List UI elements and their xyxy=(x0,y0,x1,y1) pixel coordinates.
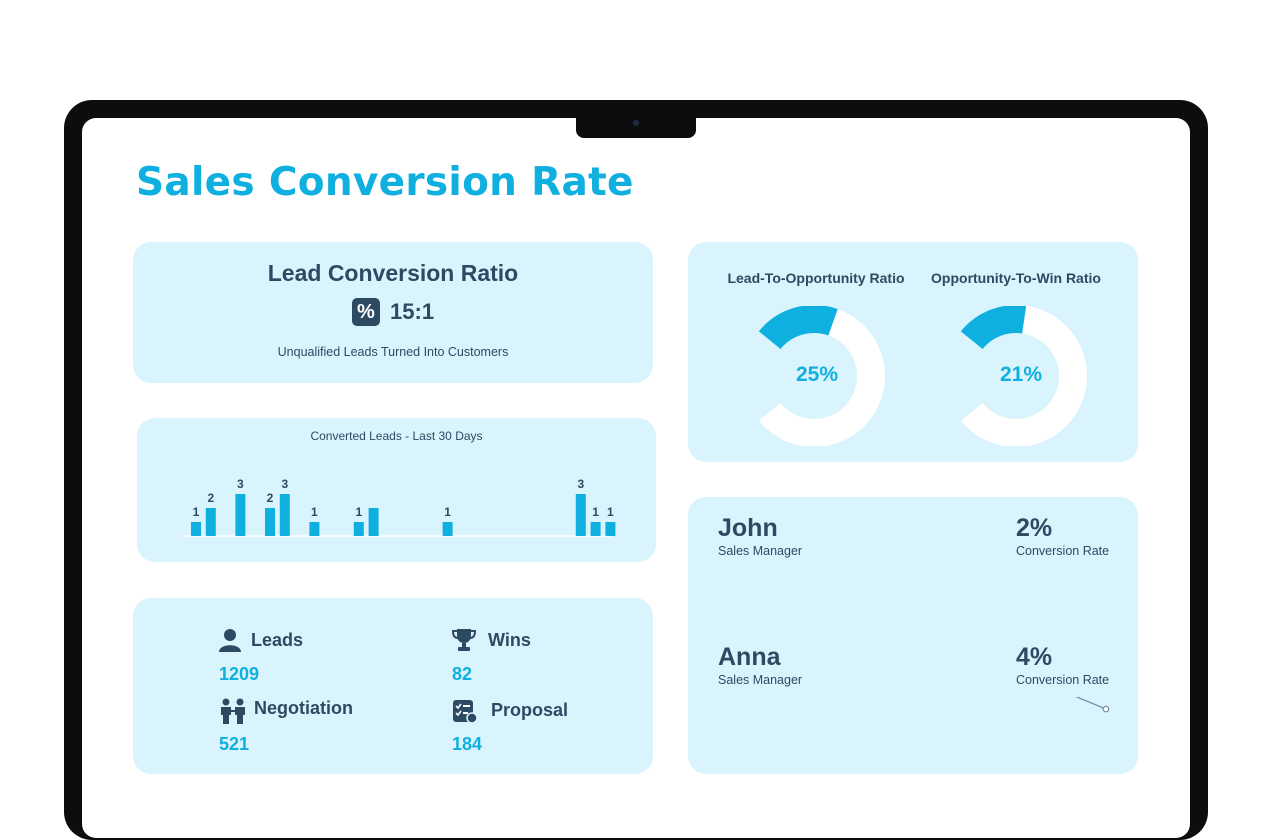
managers-card: John Sales Manager 2% Conversion Rate An… xyxy=(688,497,1138,774)
people-icon xyxy=(221,698,245,724)
lead-conversion-value-row: % 15:1 xyxy=(133,298,653,327)
stat-wins-value: 82 xyxy=(452,664,473,684)
trend-point xyxy=(1102,705,1110,713)
stat-negotiation-label: Negotiation xyxy=(254,698,353,718)
donut-track xyxy=(758,309,885,446)
bar xyxy=(205,508,216,536)
bar-data-label: 1 xyxy=(355,505,362,519)
donut-fill xyxy=(960,306,1027,350)
manager-trend-chart-john xyxy=(708,575,1118,635)
lead-to-opportunity-donut xyxy=(758,306,885,446)
bar-data-label: 1 xyxy=(607,505,614,519)
bar xyxy=(442,522,453,536)
bar xyxy=(368,508,379,536)
opportunity-to-win-donut xyxy=(960,306,1087,446)
ratios-card: Lead-To-Opportunity Ratio Opportunity-To… xyxy=(688,242,1138,462)
manager-conversion-rate-label: Conversion Rate xyxy=(1016,673,1110,687)
manager-role: Sales Manager xyxy=(718,544,803,558)
camera-notch xyxy=(576,116,696,138)
bar-data-label: 1 xyxy=(311,505,318,519)
manager-role: Sales Manager xyxy=(718,673,803,687)
page-title: Sales Conversion Rate xyxy=(136,160,634,205)
bar-data-label: 1 xyxy=(444,505,451,519)
stat-leads-label: Leads xyxy=(251,630,304,650)
person-icon xyxy=(219,629,241,652)
lead-to-opportunity-label: Lead-To-Opportunity Ratio xyxy=(727,270,905,286)
stat-leads-value: 1209 xyxy=(219,664,260,684)
lead-conversion-value: 15:1 xyxy=(390,299,435,325)
bar xyxy=(191,522,201,536)
manager-conversion-rate-label: Conversion Rate xyxy=(1016,544,1110,558)
manager-name: John xyxy=(718,514,778,542)
opportunity-to-win-value: 21% xyxy=(999,363,1043,386)
lead-conversion-title: Lead Conversion Ratio xyxy=(267,260,519,286)
bar xyxy=(279,494,290,536)
manager-conversion-rate: 4% xyxy=(1016,643,1053,671)
converted-leads-title: Converted Leads - Last 30 Days xyxy=(310,429,483,443)
bar xyxy=(353,522,364,536)
bar xyxy=(265,508,275,536)
opportunity-to-win-label: Opportunity-To-Win Ratio xyxy=(931,270,1101,286)
bar xyxy=(605,522,616,536)
bar-data-label: 3 xyxy=(237,477,244,491)
bar xyxy=(590,522,601,536)
bar xyxy=(575,494,586,536)
bar-data-label: 1 xyxy=(193,505,200,519)
trend-line xyxy=(1075,697,1107,710)
bar xyxy=(235,494,246,536)
lead-to-opportunity-value: 25% xyxy=(795,363,839,386)
bar-data-label: 1 xyxy=(592,505,599,519)
stat-negotiation-value: 521 xyxy=(219,734,250,754)
bar-data-label: 3 xyxy=(577,477,584,491)
stat-proposal-value: 184 xyxy=(452,734,483,754)
lead-conversion-subtitle: Unqualified Leads Turned Into Customers xyxy=(277,345,509,359)
percent-icon: % xyxy=(351,298,380,327)
manager-trend-chart-anna xyxy=(1075,697,1110,713)
pipeline-stats-card: Leads 1209 Wins 82 Negotiation 521 xyxy=(133,598,653,774)
stat-wins-label: Wins xyxy=(488,630,531,650)
donut-track xyxy=(960,306,1087,446)
camera-icon xyxy=(633,120,639,126)
bar-data-label: 3 xyxy=(281,477,288,491)
manager-conversion-rate: 2% xyxy=(1016,514,1053,542)
manager-name: Anna xyxy=(718,643,781,671)
lead-conversion-card: Lead Conversion Ratio % 15:1 Unqualified… xyxy=(133,242,653,383)
bar-data-label: 2 xyxy=(267,491,274,505)
stat-proposal-label: Proposal xyxy=(491,700,569,720)
bar-data-label: 2 xyxy=(207,491,214,505)
checklist-icon xyxy=(453,700,478,724)
donut-fill xyxy=(758,306,838,350)
bar xyxy=(309,522,320,536)
trophy-icon xyxy=(452,629,476,651)
